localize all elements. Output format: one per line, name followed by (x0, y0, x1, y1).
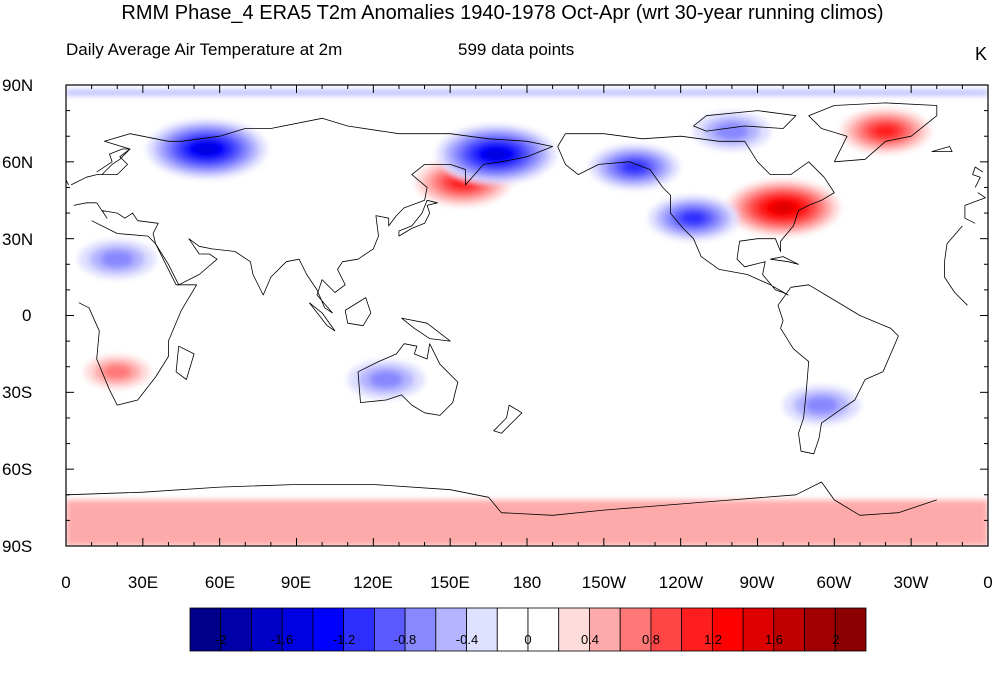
coastline (357, 343, 459, 416)
lat-label-30n: 30N (2, 230, 34, 249)
colorbar-swatch (281, 607, 314, 652)
colorbar-swatch (466, 607, 498, 652)
anomaly-contour (873, 124, 898, 138)
lon-label-0: 0 (61, 573, 71, 592)
anomaly-contour (804, 396, 839, 414)
colorbar-label: -2 (215, 632, 227, 647)
chart-subtitle-count: 599 data points (458, 40, 575, 59)
anomaly-contour (194, 143, 219, 155)
colorbar-swatch (343, 607, 375, 652)
lon-label-150e: 150E (430, 573, 470, 592)
chart-subtitle-variable: Daily Average Air Temperature at 2m (66, 40, 343, 59)
lon-label-90e: 90E (280, 573, 312, 592)
anomaly-contour (771, 202, 795, 214)
colorbar-swatch (404, 607, 437, 652)
units-label: K (974, 44, 987, 64)
coastline (770, 256, 799, 265)
coastline (70, 117, 986, 314)
colorbar-label: -1.2 (332, 632, 356, 647)
coastline (175, 345, 195, 380)
colorbar-label: 0.8 (641, 632, 661, 647)
colorbar-swatch (527, 607, 560, 652)
lon-label-150w: 150W (581, 573, 627, 592)
colorbar-swatch (773, 607, 805, 652)
lon-label-120e: 120E (353, 573, 393, 592)
coastline (693, 110, 797, 132)
coastline (78, 220, 968, 406)
lat-label-60n: 60N (2, 153, 34, 172)
anomaly-contour (622, 160, 647, 174)
anomaly-field (66, 90, 988, 546)
colorbar-swatch (711, 607, 744, 652)
lat-label-60s: 60S (2, 460, 33, 479)
colorbar-swatch (804, 607, 836, 652)
coastline (777, 284, 899, 455)
lon-label-90w: 90W (739, 573, 775, 592)
colorbar-swatch (496, 607, 529, 652)
colorbar-label: 0.4 (580, 632, 600, 647)
colorbar-swatch (251, 607, 283, 652)
lon-label-30e: 30E (127, 573, 159, 592)
axis-ticks (65, 84, 989, 547)
coastline (493, 404, 523, 434)
colorbar-label: 0 (524, 632, 532, 647)
coastline (66, 481, 937, 516)
coastline (808, 102, 938, 163)
colorbar-swatch (742, 607, 775, 652)
colorbar-swatch (373, 607, 406, 652)
lon-label-120w: 120W (658, 573, 704, 592)
lon-label-60e: 60E (204, 573, 236, 592)
colorbar-label: -1.6 (270, 632, 294, 647)
colorbar-swatch (435, 607, 467, 652)
coastlines (66, 102, 986, 516)
coastline (96, 148, 131, 175)
chart-title: RMM Phase_4 ERA5 T2m Anomalies 1940-1978… (121, 2, 884, 24)
anomaly-contour (100, 250, 134, 268)
colorbar-swatch (619, 607, 652, 652)
colorbar-label: 1.6 (764, 632, 784, 647)
lon-label-60w: 60W (816, 573, 852, 592)
colorbar-swatch (834, 607, 867, 652)
colorbar-label: 1.2 (703, 632, 723, 647)
lon-label-30w: 30W (893, 573, 929, 592)
coastline (931, 146, 953, 152)
lon-label-180: 180 (512, 573, 542, 592)
colorbar-label: -0.4 (455, 632, 479, 647)
colorbar-swatch (650, 607, 683, 652)
lon-label-0-right: 0 (983, 573, 993, 592)
colorbar-swatch (220, 607, 252, 652)
anomaly-contour (715, 122, 749, 140)
colorbar-label: -0.8 (393, 632, 417, 647)
coastline (401, 317, 451, 342)
colorbar-swatch (589, 607, 621, 652)
anomaly-contour (369, 371, 403, 389)
coastline (344, 297, 372, 327)
anomaly-contour (484, 148, 509, 161)
lat-label-eq: 0 (22, 306, 32, 325)
colorbar-label: 2 (832, 632, 840, 647)
coastline (398, 199, 438, 237)
anomaly-contour (681, 211, 706, 225)
lat-label-90s: 90S (2, 537, 33, 556)
coastline (557, 133, 835, 296)
colorbar (189, 607, 867, 652)
lat-label-90n: 90N (2, 76, 34, 95)
anomaly-contour (103, 364, 132, 380)
lat-label-30s: 30S (2, 383, 33, 402)
coastline (308, 302, 336, 332)
